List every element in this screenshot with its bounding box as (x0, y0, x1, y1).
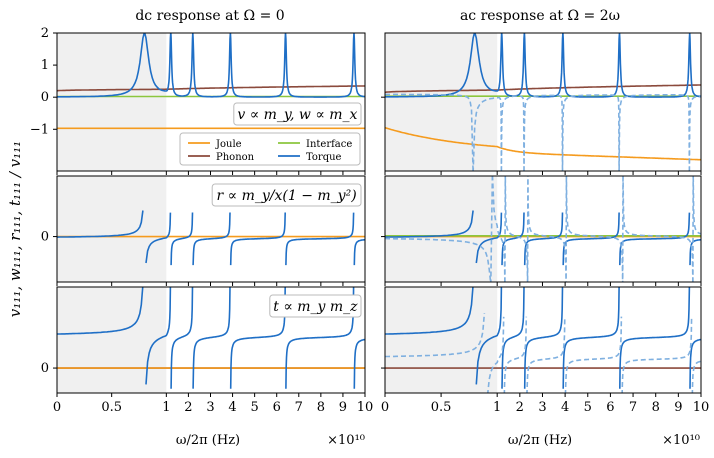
annotation-text: t ∝ m_y m_z (273, 299, 358, 315)
annotation-frame (269, 294, 362, 318)
series-torque (57, 210, 365, 266)
title-dc: dc response at Ω = 0 (135, 8, 284, 24)
x-tick-label: 5 (584, 400, 592, 415)
legend-label: Interface (306, 139, 352, 150)
legend-label: Torque (306, 152, 342, 163)
y-tick-label: 0 (41, 230, 49, 245)
legend: Joule Interface Phonon Torque (179, 132, 361, 166)
x-tick-label: 8 (317, 400, 325, 415)
legend-label: Joule (215, 139, 242, 150)
x-axis-label-dc: ω/2π (Hz) (176, 433, 240, 448)
axes-frame (56, 286, 366, 394)
shaded-region (57, 33, 167, 171)
series-phonon (57, 85, 365, 92)
x-tick-label: 9 (339, 400, 347, 415)
shaded-region (57, 287, 167, 393)
shaded-region (385, 176, 498, 282)
axes-frame (384, 175, 702, 283)
annotation-text: v ∝ m_y, w ∝ m_x (237, 107, 357, 123)
y-tick-label: 2 (41, 26, 49, 41)
x-tick-label: 1 (162, 400, 170, 415)
y-tick-label: −1 (30, 122, 49, 137)
x-tick-label: 6 (606, 400, 614, 415)
axes-frame (56, 32, 366, 172)
axes-frame (56, 175, 366, 283)
legend-frame (179, 132, 361, 166)
y-tick-label: 0 (41, 90, 49, 105)
x-axis-label-ac: ω/2π (Hz) (508, 433, 572, 448)
annotation-frame (211, 183, 362, 207)
x-tick-label: 4 (228, 400, 236, 415)
shaded-region (385, 33, 498, 171)
x-tick-label: 8 (652, 400, 660, 415)
x-tick-label: 0.5 (101, 400, 122, 415)
annotation-box: t ∝ m_y m_z (269, 294, 362, 318)
shaded-region (57, 176, 167, 282)
x-tick-label: 6 (273, 400, 281, 415)
series-joule (385, 126, 701, 161)
x-tick-label: 0.5 (431, 400, 452, 415)
x-tick-label: 10 (357, 400, 374, 415)
y-axis-label: v₁₁₁, w₁₁₁, r₁₁₁, t₁₁₁ / v₁₁₁ (6, 141, 24, 317)
annotation-box: r ∝ m_y/x(1 − m_y²) (211, 183, 362, 207)
series-torque (57, 287, 365, 389)
x-scale-ac: ×10¹⁰ (662, 433, 700, 448)
panel-dc-t: 0 0 0.5 1 2 3 4 5 6 7 8 9 10 t ∝ m_y m_z (41, 286, 374, 415)
panel-dc-v: 2 1 0 −1 v ∝ m_y, w ∝ m_x Joule Interface Phono… (30, 26, 366, 175)
x-tick-label: 2 (184, 400, 192, 415)
x-tick-label: 1 (493, 400, 501, 415)
series-torque-dashed- (385, 313, 701, 393)
series-torque-dashed- (385, 176, 701, 282)
axes-frame (384, 286, 702, 394)
annotation-frame (233, 102, 362, 126)
x-tick-label: 7 (629, 400, 637, 415)
x-tick-label: 0 (53, 400, 61, 415)
x-tick-label: 0 (381, 400, 389, 415)
x-tick-label: 3 (206, 400, 214, 415)
x-tick-label: 10 (693, 400, 710, 415)
series-torque (385, 210, 701, 266)
panel-dc-r: 0 r ∝ m_y/x(1 − m_y²) (41, 175, 366, 286)
panel-ac-v (381, 32, 702, 175)
series-phonon (385, 84, 701, 94)
x-tick-label: 9 (674, 400, 682, 415)
legend-label: Phonon (216, 152, 255, 163)
x-tick-label: 3 (538, 400, 546, 415)
shaded-region (385, 287, 498, 393)
axes-frame (384, 32, 702, 172)
x-tick-label: 2 (516, 400, 524, 415)
panel-ac-r (381, 175, 702, 286)
annotation-box: v ∝ m_y, w ∝ m_x (233, 102, 362, 126)
title-ac: ac response at Ω = 2ω (460, 8, 620, 24)
x-scale-dc: ×10¹⁰ (327, 433, 365, 448)
series-torque (385, 287, 701, 389)
x-tick-label: 7 (295, 400, 303, 415)
x-tick-label: 4 (561, 400, 569, 415)
series-torque (57, 33, 365, 98)
annotation-text: r ∝ m_y/x(1 − m_y²) (217, 188, 357, 204)
panel-ac-t: 0 0.5 1 2 3 4 5 6 7 8 9 10 (381, 286, 710, 415)
y-tick-label: 0 (41, 361, 49, 376)
x-tick-label: 5 (250, 400, 258, 415)
y-tick-label: 1 (41, 58, 49, 73)
series-torque-dashed- (385, 93, 701, 171)
